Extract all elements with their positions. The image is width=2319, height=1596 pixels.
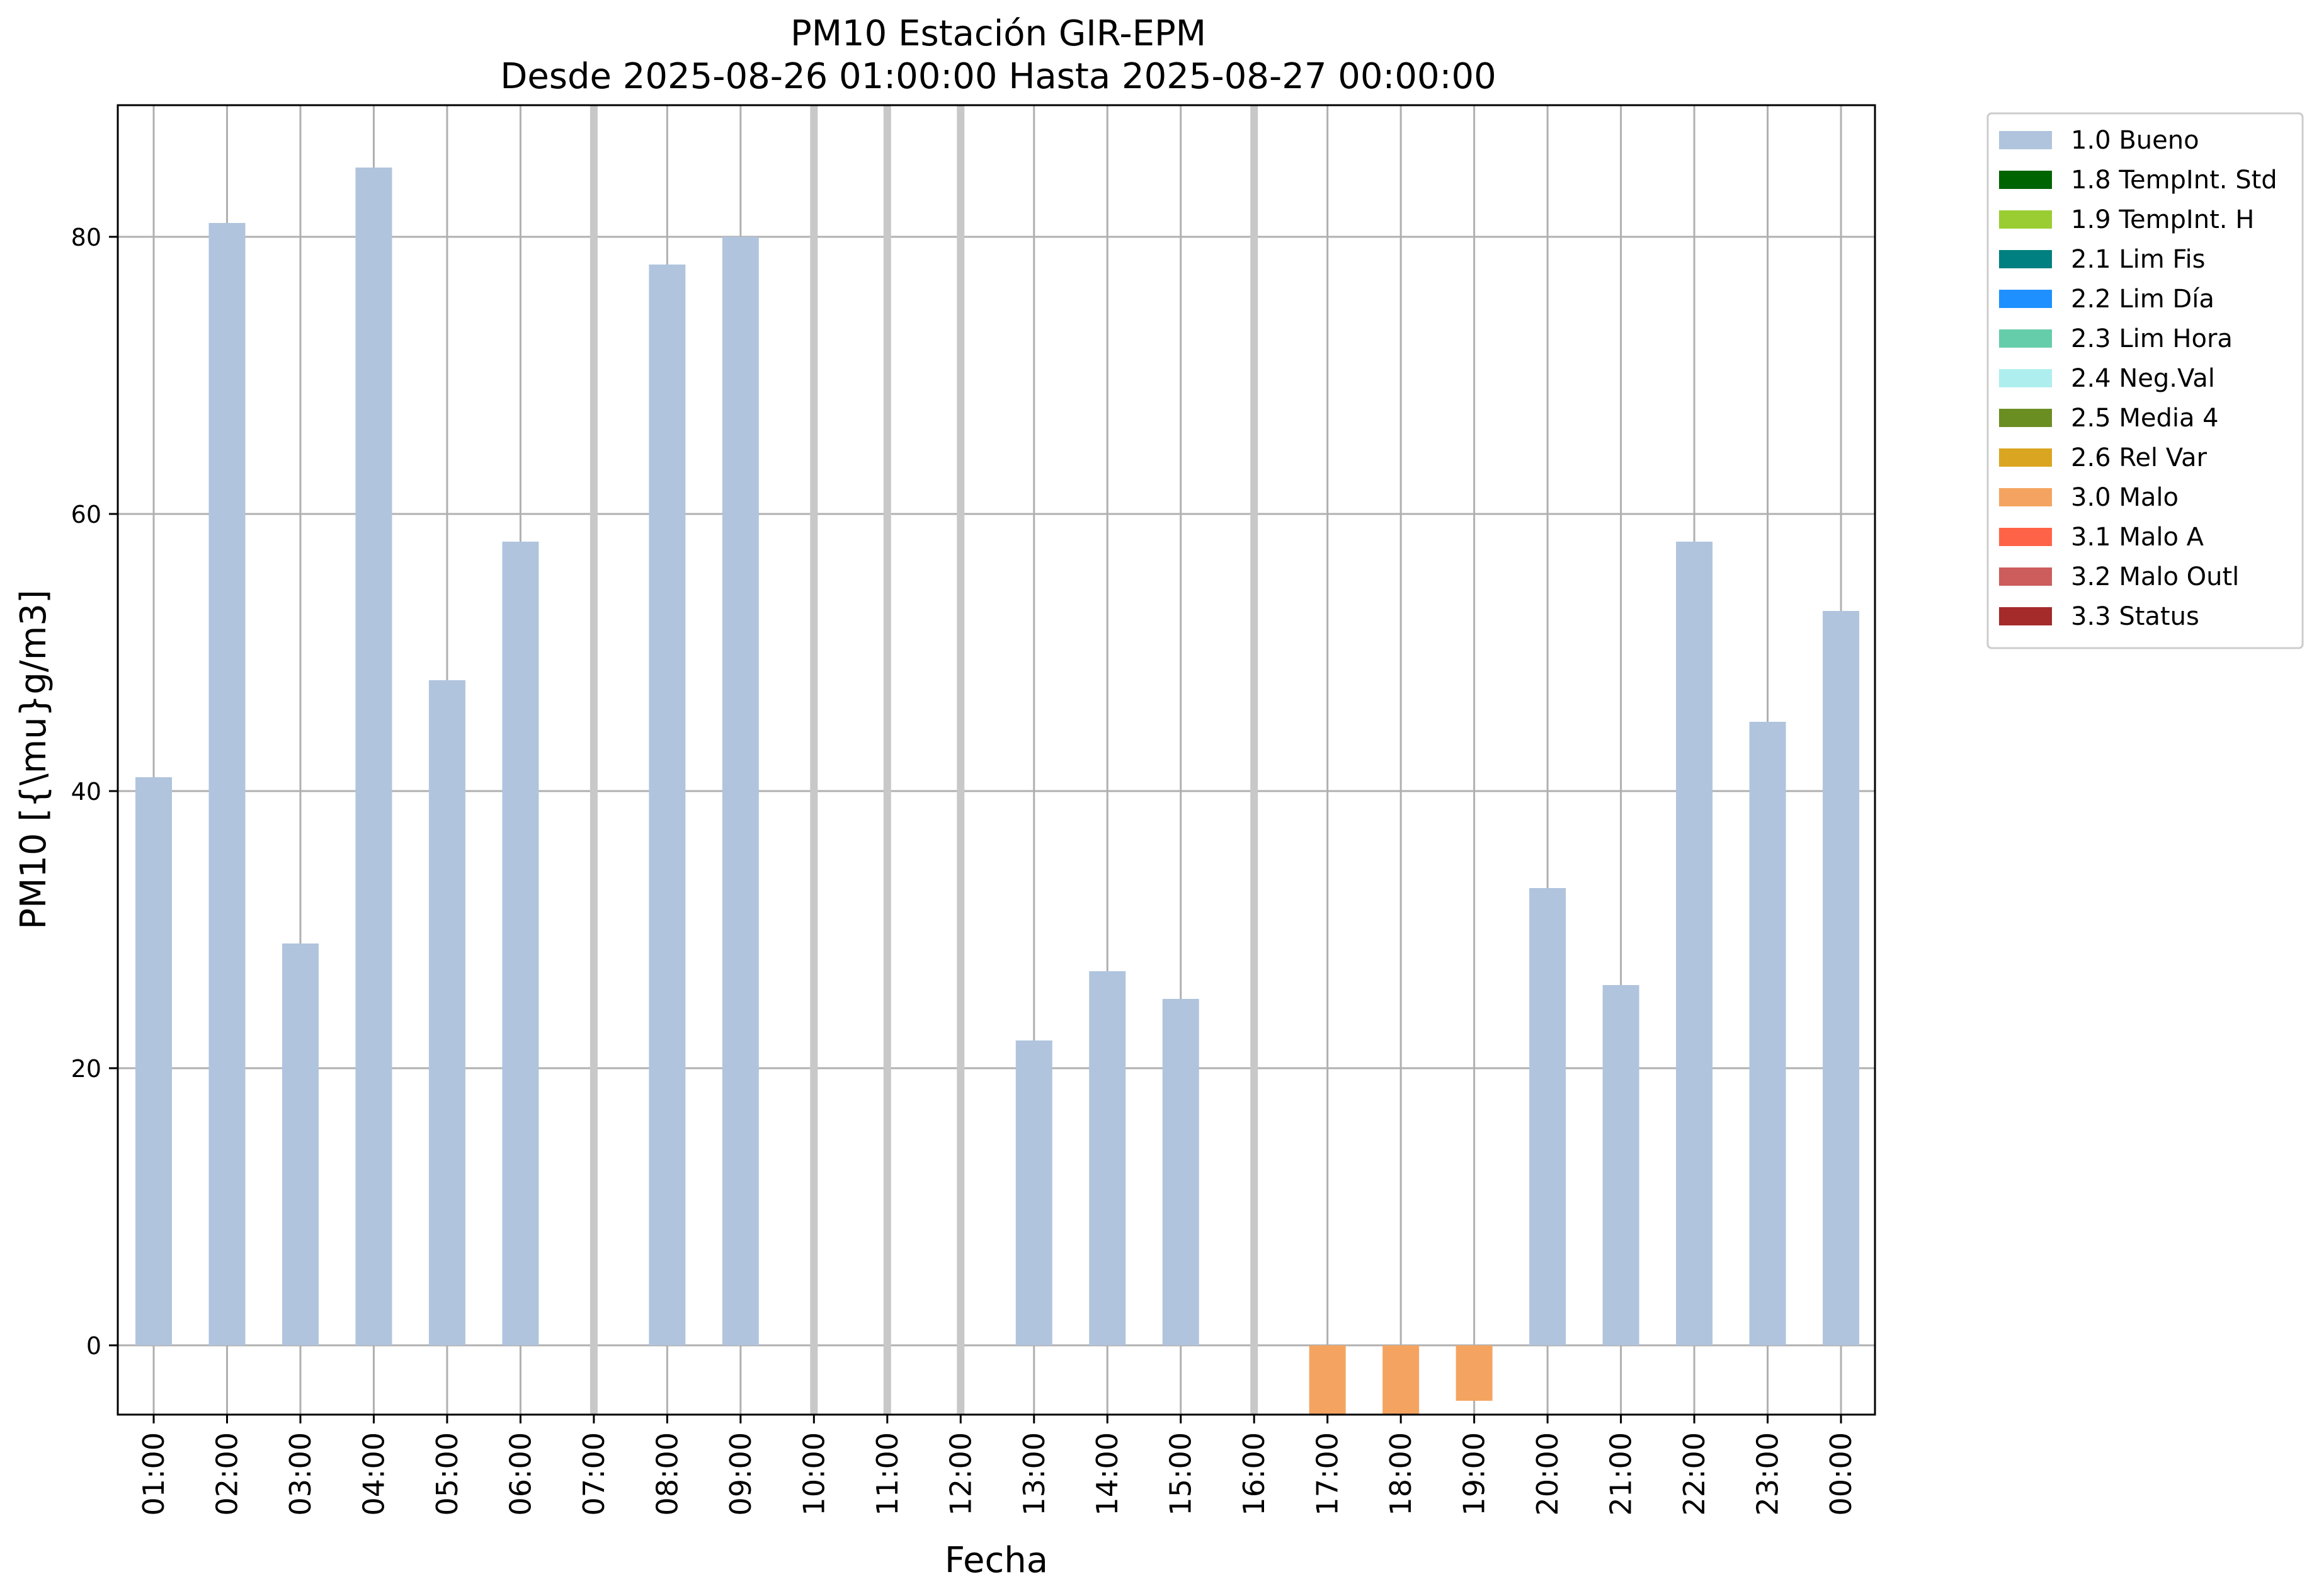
y-tick-label: 20: [71, 1055, 101, 1083]
missing-marker: [957, 105, 965, 1415]
legend-swatch: [1999, 290, 2052, 308]
x-axis-label: Fecha: [945, 1540, 1048, 1581]
x-tick-label: 00:00: [1824, 1432, 1858, 1516]
legend-label: 2.1 Lim Fis: [2071, 245, 2205, 274]
legend-label: 2.2 Lim Día: [2071, 285, 2214, 314]
x-tick-label: 15:00: [1164, 1432, 1198, 1516]
bar: [355, 168, 392, 1345]
bar: [1602, 985, 1639, 1345]
legend-swatch: [1999, 210, 2052, 229]
legend-label: 3.1 Malo A: [2071, 523, 2204, 552]
x-tick-label: 12:00: [943, 1432, 977, 1516]
y-tick-label: 40: [71, 778, 101, 806]
y-tick-label: 0: [86, 1332, 101, 1360]
bar: [1823, 611, 1860, 1345]
chart-title: PM10 Estación GIR-EPM: [790, 13, 1206, 54]
legend-label: 2.4 Neg.Val: [2071, 364, 2215, 393]
legend-swatch: [1999, 409, 2052, 427]
bar: [649, 265, 686, 1345]
x-tick-label: 08:00: [650, 1432, 684, 1516]
x-tick-label: 18:00: [1384, 1432, 1418, 1516]
y-axis-label: PM10 [{\mu}g/m3]: [13, 590, 54, 930]
missing-marker: [810, 105, 818, 1415]
x-tick-label: 11:00: [870, 1432, 904, 1516]
legend-swatch: [1999, 369, 2052, 387]
bar: [1382, 1345, 1420, 1415]
x-tick-label: 10:00: [797, 1432, 831, 1516]
y-tick-label: 80: [71, 224, 101, 251]
bars: [135, 168, 1860, 1415]
x-tick-label: 21:00: [1604, 1432, 1638, 1516]
legend-label: 1.0 Bueno: [2071, 126, 2199, 155]
legend-label: 3.2 Malo Outl: [2071, 562, 2239, 591]
x-tick-label: 06:00: [503, 1432, 537, 1516]
x-tick-label: 17:00: [1311, 1432, 1345, 1516]
legend-swatch: [1999, 131, 2052, 149]
x-tick-label: 09:00: [724, 1432, 758, 1516]
bar: [1456, 1345, 1493, 1401]
x-tick-label: 19:00: [1457, 1432, 1491, 1516]
x-tick-label: 13:00: [1017, 1432, 1051, 1516]
x-tick-label: 22:00: [1677, 1432, 1711, 1516]
missing-marker: [883, 105, 891, 1415]
x-tick-label: 20:00: [1530, 1432, 1564, 1516]
legend-label: 1.9 TempInt. H: [2071, 205, 2254, 234]
legend-label: 1.8 TempInt. Std: [2071, 166, 2277, 195]
x-tick-label: 14:00: [1090, 1432, 1124, 1516]
bar: [135, 777, 172, 1345]
legend-box: [1986, 112, 2304, 649]
legend-label: 2.3 Lim Hora: [2071, 324, 2233, 353]
bar: [208, 223, 246, 1345]
x-tick-label: 02:00: [210, 1432, 244, 1516]
bar: [1749, 722, 1786, 1345]
chart-subtitle: Desde 2025-08-26 01:00:00 Hasta 2025-08-…: [500, 56, 1496, 97]
x-tick-label: 23:00: [1751, 1432, 1785, 1516]
bar: [1162, 999, 1199, 1345]
missing-marker: [1250, 105, 1258, 1415]
legend-swatch: [1999, 329, 2052, 348]
x-tick-label: 01:00: [137, 1432, 171, 1516]
legend: 1.0 Bueno 1.8 TempInt. Std 1.9 TempInt. H 2…: [1986, 112, 2304, 649]
legend-label: 2.5 Media 4: [2071, 404, 2219, 433]
missing-markers: [590, 105, 1258, 1415]
legend-swatch: [1999, 488, 2052, 506]
bar: [1676, 542, 1713, 1345]
x-ticks: 01:00 02:00 03:00 04:00 05:00 06:00 07:00 08:00…: [137, 1415, 1858, 1516]
legend-label: 3.0 Malo: [2071, 483, 2179, 512]
y-ticks: 0 20 40 60 80: [71, 224, 118, 1360]
y-tick-label: 60: [71, 501, 101, 528]
bar: [1089, 971, 1126, 1345]
legend-swatch: [1999, 567, 2052, 586]
bar: [428, 680, 465, 1345]
x-tick-label: 05:00: [430, 1432, 464, 1516]
missing-marker: [590, 105, 598, 1415]
legend-swatch: [1999, 171, 2052, 189]
legend-swatch: [1999, 528, 2052, 546]
x-tick-label: 03:00: [283, 1432, 317, 1516]
bar: [1529, 888, 1566, 1345]
bar: [722, 237, 759, 1345]
bar: [1309, 1345, 1346, 1415]
bar: [282, 943, 319, 1345]
bar: [502, 542, 539, 1345]
x-tick-label: 07:00: [577, 1432, 611, 1516]
x-tick-label: 16:00: [1237, 1432, 1271, 1516]
legend-swatch: [1999, 607, 2052, 625]
bar: [1015, 1040, 1052, 1345]
legend-label: 3.3 Status: [2071, 602, 2199, 631]
legend-label: 2.6 Rel Var: [2071, 443, 2208, 472]
legend-swatch: [1999, 448, 2052, 467]
x-tick-label: 04:00: [356, 1432, 390, 1516]
plot-frame: [117, 104, 1876, 1416]
legend-swatch: [1999, 250, 2052, 268]
